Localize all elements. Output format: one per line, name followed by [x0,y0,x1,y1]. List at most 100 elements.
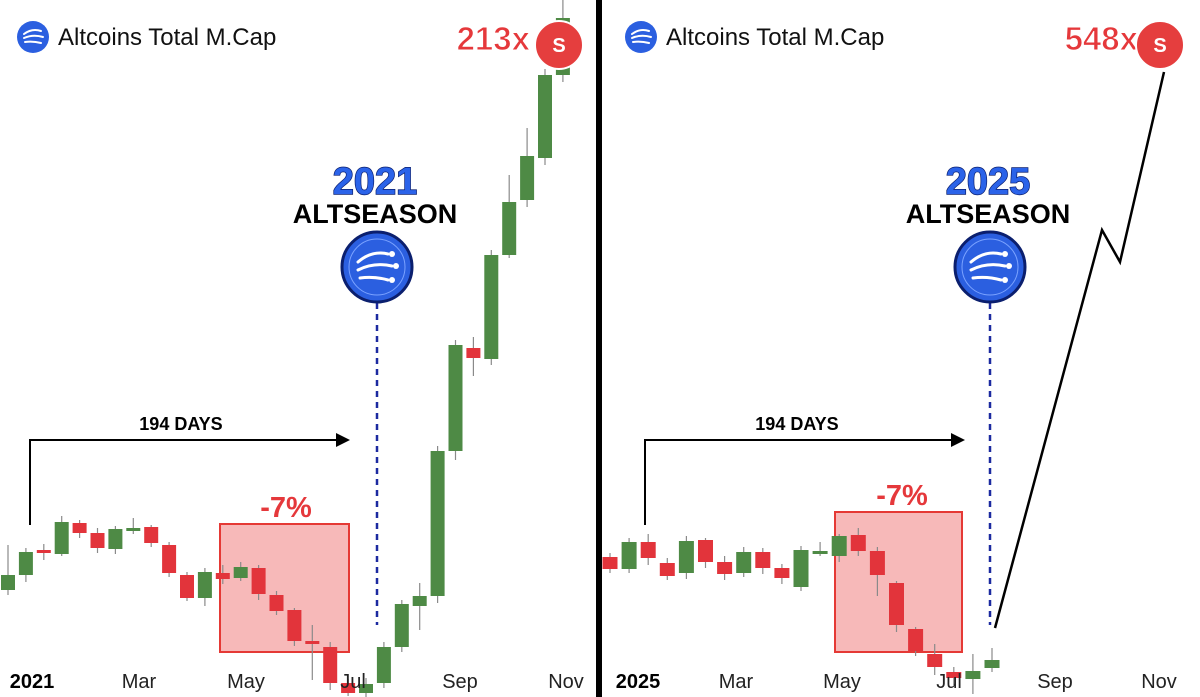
candle-down [850,535,866,551]
candle-down [908,629,924,651]
candle-up [502,202,517,255]
candle-down [602,557,618,569]
candle-up [736,552,752,573]
candle-down [36,550,51,553]
candle-up [484,255,499,359]
duration-arrow [29,433,350,525]
candle-down [215,573,230,579]
candle-up [965,671,981,679]
x-tick-label: Jul [340,671,366,693]
title-group: Altcoins Total M.Cap [17,21,276,53]
candle-down [180,575,194,598]
event-year: 2021 [333,161,418,203]
candle-up [1,575,15,590]
candle-up [793,550,809,587]
x-tick-label: Sep [442,671,478,693]
event-year: 2025 [946,161,1031,203]
chart-2021: -7% 194 DAYS 2021 ALTSEASON [1,0,584,697]
x-tick-label: Nov [548,671,584,693]
panel-divider [596,0,602,697]
x-tick-label: Jul [936,671,962,693]
candle-down [466,348,481,358]
multiplier-label: 213x [457,20,531,57]
candle-down [162,545,177,573]
svg-text:S: S [552,35,565,57]
multiplier-label: 548x [1065,20,1139,57]
candle-up [812,551,828,554]
candle-down [659,563,675,576]
candle-down [287,610,302,641]
candle-up [394,604,409,647]
x-tick-label: Mar [719,671,754,693]
candle-down [889,583,904,625]
candle-up [520,156,535,200]
chart-title: Altcoins Total M.Cap [666,24,884,51]
candle-down [869,551,885,575]
x-axis-ticks: 2025 Mar May Jul Sep Nov [616,671,1177,693]
candle-down [946,672,962,678]
event-label: ALTSEASON [906,199,1071,229]
candle-up [376,647,391,683]
candle-down [323,647,338,683]
candle-up [18,552,33,575]
s-badge: S [534,20,584,70]
drawdown-label: -7% [260,492,312,524]
chart-2025: -7% 194 DAYS 2025 ALTSEASON [602,20,1185,694]
candle-up [108,529,123,549]
x-tick-label: Nov [1141,671,1177,693]
chart-title: Altcoins Total M.Cap [58,24,276,51]
duration-arrow [644,433,965,525]
candle-down [305,641,320,644]
candle-up [831,536,847,556]
candle-down [774,568,790,578]
x-tick-label: May [823,671,861,693]
projection-line [993,71,1166,629]
highlight-zone [219,523,350,653]
x-tick-label: Sep [1037,671,1073,693]
candle-down [927,654,943,667]
duration-label: 194 DAYS [139,414,222,434]
x-axis-ticks: 2021 Mar May Jul Sep Nov [10,671,584,693]
chart-panel-2025: -7% 194 DAYS 2025 ALTSEASON [602,0,1198,697]
candle-up [233,567,248,578]
candle-up [359,684,373,693]
candle-down [144,527,159,543]
candle-up [678,541,694,573]
x-tick-label: May [227,671,265,693]
altcoin-event-icon [953,230,1027,304]
candle-down [90,533,105,548]
altcoin-logo-icon [625,21,657,53]
candle-up [197,572,212,598]
altcoin-logo-icon [17,21,49,53]
duration-label: 194 DAYS [755,414,838,434]
candle-up [538,75,552,158]
candle-up [621,542,637,569]
highlight-zone [834,511,963,653]
candle-up [126,528,141,531]
candle-down [269,595,284,611]
candle-down [341,683,356,693]
candles [602,528,1000,694]
candle-down [640,542,656,558]
event-label: ALTSEASON [293,199,458,229]
candle-down [72,523,87,533]
candle-down [698,540,713,562]
s-badge: S [1135,20,1185,70]
candle-up [430,451,445,596]
chart-panel-2021: -7% 194 DAYS 2021 ALTSEASON [0,0,596,697]
candles [1,0,570,697]
candle-up [984,660,1000,668]
candle-up [54,522,69,554]
candle-down [251,568,266,594]
candle-up [448,345,463,451]
candle-down [755,552,771,568]
title-group: Altcoins Total M.Cap [625,21,884,53]
x-tick-year: 2021 [10,671,55,693]
candle-down [717,562,733,574]
x-tick-label: Mar [122,671,157,693]
drawdown-label: -7% [876,480,928,512]
candle-up [412,596,427,606]
x-tick-year: 2025 [616,671,661,693]
altcoin-event-icon [340,230,414,304]
svg-text:S: S [1153,35,1166,57]
